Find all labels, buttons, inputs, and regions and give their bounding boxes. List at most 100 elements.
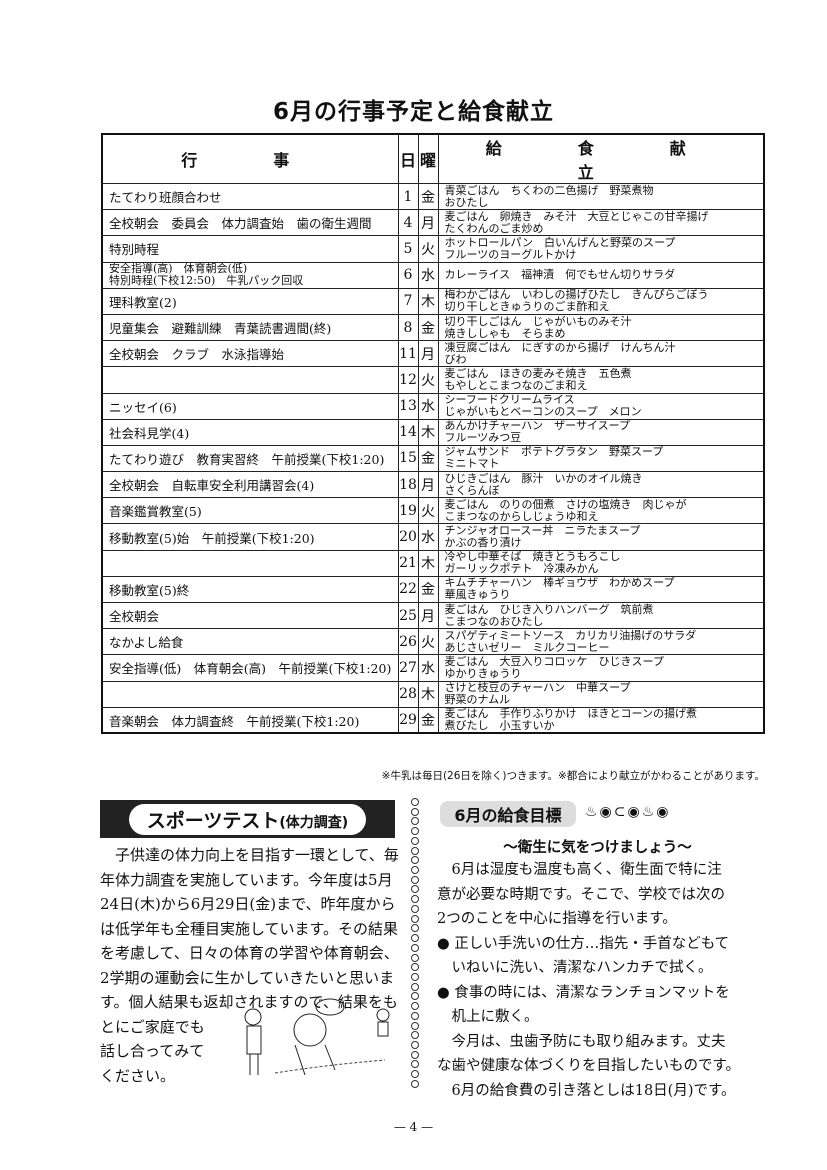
smiley-divider: [411, 798, 421, 1088]
weekday-cell: 月: [417, 471, 439, 499]
table-row: たてわり班顔合わせ 1 金 青菜ごはん ちくわの二色揚げ 野菜煮物 おひたし: [101, 182, 765, 211]
page-number: — 4 —: [393, 1120, 434, 1134]
smiley-icon: [411, 972, 419, 981]
day-cell: 21: [397, 549, 419, 577]
weekday-cell: 月: [417, 601, 439, 630]
day-cell: 1: [397, 182, 419, 211]
menu-line: 麦ごはん 大豆入りコロッケ ひじきスープ: [444, 654, 664, 668]
weekday-cell: 金: [417, 313, 439, 342]
menu-line: さけと枝豆のチャーハン 中華スープ: [444, 681, 631, 695]
body-line: な歯や健康な体づくりを目指したいものです。: [437, 1058, 741, 1074]
smiley-icon: [411, 1002, 419, 1011]
event-cell: 特別時程: [101, 235, 399, 263]
event-cell: [101, 549, 399, 577]
menu-line: おひたし: [444, 195, 489, 209]
smiley-icon: [411, 1021, 419, 1030]
table-row: 児童集会 避難訓練 青葉読書週間(終) 8 金 切り干しごはん じゃがいものみそ…: [101, 313, 765, 342]
menu-cell: キムチチャーハン 棒ギョウザ わかめスープ 華風きゅうり: [437, 575, 765, 604]
menu-line: かぶの香り漬け: [444, 536, 522, 550]
weekday-cell: 火: [417, 497, 439, 525]
menu-cell: カレーライス 福神漬 何でもせん切りサラダ: [437, 261, 765, 289]
event-cell: [101, 366, 399, 394]
day-cell: 15: [397, 444, 419, 473]
children-running-illustration: [244, 998, 390, 1076]
menu-line: スパゲティミートソース カリカリ油揚げのサラダ: [444, 628, 697, 642]
weekday-cell: 金: [417, 182, 439, 211]
table-row: 移動教室(5)終 22 金 キムチチャーハン 棒ギョウザ わかめスープ 華風きゅう…: [101, 575, 765, 604]
menu-line: ホットロールパン 白いんげんと野菜のスープ: [444, 235, 676, 249]
day-cell: 27: [397, 654, 419, 682]
menu-cell: ホットロールパン 白いんげんと野菜のスープ フルーツのヨーグルトかけ: [437, 235, 765, 263]
weekday-cell: 金: [417, 444, 439, 473]
day-cell: 14: [397, 418, 419, 446]
menu-line: 梅わかごはん いわしの揚げひたし きんぴらごぼう: [444, 288, 709, 302]
menu-line: シーフードクリームライス: [444, 393, 575, 407]
event-cell: 理科教室(2): [101, 287, 399, 315]
day-cell: 4: [397, 209, 419, 237]
day-cell: 29: [397, 706, 419, 734]
day-cell: 22: [397, 575, 419, 604]
smiley-icon: [411, 866, 419, 875]
smiley-icon: [411, 856, 419, 865]
lunch-goal-heading: 6月の給食目標: [440, 801, 576, 827]
menu-line: ミニトマト: [444, 457, 500, 471]
day-cell: 25: [397, 601, 419, 630]
event-cell: たてわり班顔合わせ: [101, 182, 399, 211]
menu-line: 冷やし中華そば 焼きとうもろこし: [444, 550, 621, 564]
table-row: 安全指導(低) 体育朝会(高) 午前授業(下校1:20) 27 水 麦ごはん 大…: [101, 654, 765, 682]
menu-line: さくらんぼ: [444, 483, 500, 497]
table-row: 21 木 冷やし中華そば 焼きとうもろこし ガーリックポテト 冷凍みかん: [101, 549, 765, 577]
event-cell: なかよし給食: [101, 628, 399, 656]
menu-cell: あんかけチャーハン ザーサイスープ フルーツみつ豆: [437, 418, 765, 446]
table-row: 特別時程 5 火 ホットロールパン 白いんげんと野菜のスープ フルーツのヨーグルト…: [101, 235, 765, 263]
weekday-cell: 水: [417, 261, 439, 289]
sports-body: 子供達の体力向上を目指す一環として、毎 年体力調査を実施しています。今年度は5月 2…: [100, 843, 400, 1088]
menu-cell: 麦ごはん のりの佃煮 さけの塩焼き 肉じゃが こまつなのからしじょうゆ和え: [437, 497, 765, 525]
page-title: 6月の行事予定と給食献立: [272, 99, 554, 125]
day-cell: 20: [397, 523, 419, 551]
menu-line: 麦ごはん ひじき入りハンバーグ 筑前煮: [444, 602, 654, 616]
body-line: ● 正しい手洗いの仕方…指先・手首などもて: [437, 935, 730, 952]
smiley-icon: [411, 1050, 419, 1059]
menu-cell: ひじきごはん 豚汁 いかのオイル焼き さくらんぼ: [437, 471, 765, 499]
menu-cell: 麦ごはん ひじき入りハンバーグ 筑前煮 こまつなのおひたし: [437, 601, 765, 630]
sports-title: スポーツテスト: [146, 809, 280, 832]
weekday-cell: 木: [417, 549, 439, 577]
body-line: 2学期の運動会に生かしていきたいと思いま: [100, 968, 395, 987]
weekday-cell: 水: [417, 523, 439, 551]
weekday-cell: 水: [417, 392, 439, 420]
footnote: ※牛乳は毎日(26日を除く)つきます。※都合により献立がかわることがあります。: [381, 770, 765, 782]
event-cell: 音楽朝会 体力調査終 午前授業(下校1:20): [101, 706, 399, 734]
smiley-icon: [411, 1070, 419, 1079]
table-row: 全校朝会 自転車安全利用講習会(4) 18 月 ひじきごはん 豚汁 いかのオイル…: [101, 471, 765, 499]
table-row: 28 木 さけと枝豆のチャーハン 中華スープ 野菜のナムル: [101, 680, 765, 708]
menu-line: びわ: [444, 352, 467, 366]
smiley-icon: [411, 895, 419, 904]
day-cell: 5: [397, 235, 419, 263]
lunch-body: 6月は湿度も温度も高く、衛生面で特に注 意が必要な時期です。そこで、学校では次の 2…: [437, 858, 772, 1103]
menu-line: キムチチャーハン 棒ギョウザ わかめスープ: [444, 576, 675, 590]
menu-line: たくわんのごま炒め: [444, 221, 544, 235]
body-line: は低学年も全種目実施しています。その結果: [100, 919, 399, 938]
table-row: たてわり遊び 教育実習終 午前授業(下校1:20) 15 金 ジャムサンド ポテ…: [101, 444, 765, 473]
menu-cell: シーフードクリームライス じゃがいもとベーコンのスープ メロン: [437, 392, 765, 420]
day-cell: 8: [397, 313, 419, 342]
table-row: 移動教室(5)始 午前授業(下校1:20) 20 水 チンジャオロースー丼 ニラ…: [101, 523, 765, 551]
smiley-icon: [411, 836, 419, 845]
weekday-cell: 木: [417, 680, 439, 708]
menu-line: 麦ごはん のりの佃煮 さけの塩焼き 肉じゃが: [444, 497, 687, 511]
event-cell: 児童集会 避難訓練 青葉読書週間(終): [101, 313, 399, 342]
smiley-icon: [411, 924, 419, 933]
menu-cell: 麦ごはん 卵焼き みそ汁 大豆とじゃこの甘辛揚げ たくわんのごま炒め: [437, 209, 765, 237]
table-row: 社会科見学(4) 14 木 あんかけチャーハン ザーサイスープ フルーツみつ豆: [101, 418, 765, 446]
body-line: す。個人結果も返却されますので、結果をも: [100, 993, 398, 1011]
header-day: 日: [397, 133, 419, 184]
body-line: 6月の給食費の引き落としは18日(月)です。: [437, 1082, 736, 1099]
day-cell: 11: [397, 340, 419, 368]
menu-cell: 青菜ごはん ちくわの二色揚げ 野菜煮物 おひたし: [437, 182, 765, 211]
menu-cell: 麦ごはん 手作りふりかけ ほきとコーンの揚げ煮 煮びたし 小玉すいか: [437, 706, 765, 734]
sports-title-sub: (体力調査): [279, 814, 349, 831]
menu-line: フルーツみつ豆: [444, 431, 522, 445]
body-line: ください。: [100, 1066, 176, 1085]
table-row: 音楽鑑賞教室(5) 19 火 麦ごはん のりの佃煮 さけの塩焼き 肉じゃが こまつ…: [101, 497, 765, 525]
